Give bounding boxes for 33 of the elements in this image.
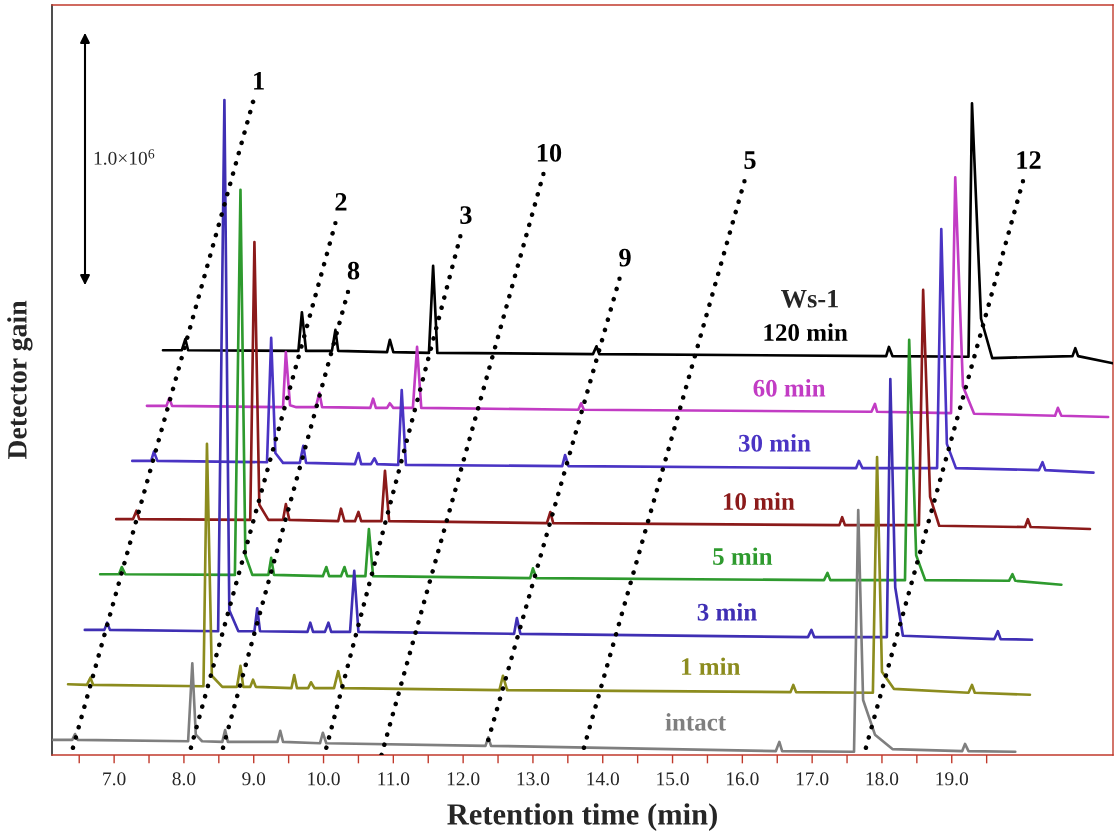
series-label: 120 min bbox=[764, 323, 848, 341]
x-tick-label: 11.0 bbox=[378, 772, 410, 786]
annotation: 1.0×10$^{6}$ bbox=[94, 149, 155, 165]
x-tick-label: 14.0 bbox=[587, 772, 620, 786]
x-tick-label: 10.0 bbox=[308, 772, 340, 786]
x-tick-label: 12.0 bbox=[447, 772, 480, 786]
series-label: 8 bbox=[347, 261, 360, 280]
series-label: 5 min bbox=[713, 547, 773, 565]
x-tick-label: 13.0 bbox=[517, 772, 550, 786]
x-tick-label: 15.0 bbox=[657, 772, 689, 786]
series-label: 3 bbox=[460, 206, 472, 224]
series-label: 9 bbox=[619, 248, 631, 267]
x-tick-label: 9.0 bbox=[242, 772, 266, 786]
x-tick-label: 18.0 bbox=[866, 772, 899, 786]
series-label: 10 bbox=[537, 143, 562, 162]
series-label: 3 min bbox=[697, 603, 757, 621]
x-tick-label: 16.0 bbox=[727, 772, 759, 786]
x-tick-label: 17.0 bbox=[796, 772, 829, 786]
series-label: 2 bbox=[335, 193, 347, 211]
series-label: 1 bbox=[254, 71, 264, 90]
series-label: 1 min bbox=[682, 657, 741, 675]
y-axis-title: Detector gain bbox=[7, 300, 33, 460]
series-label: 12 bbox=[1017, 151, 1041, 169]
x-axis-title: Retention time (min) bbox=[447, 803, 717, 831]
x-tick-label: 7.0 bbox=[103, 772, 126, 786]
series-label: 30 min bbox=[738, 434, 811, 452]
annotation: Ws-1 bbox=[781, 289, 838, 308]
series-label: intact bbox=[665, 713, 727, 731]
x-tick-label: 19.0 bbox=[936, 772, 969, 786]
x-tick-label: 8.0 bbox=[172, 772, 196, 786]
series-label: 60 min bbox=[753, 379, 826, 397]
series-label: 5 bbox=[744, 151, 756, 169]
series-label: 10 min bbox=[723, 492, 795, 510]
